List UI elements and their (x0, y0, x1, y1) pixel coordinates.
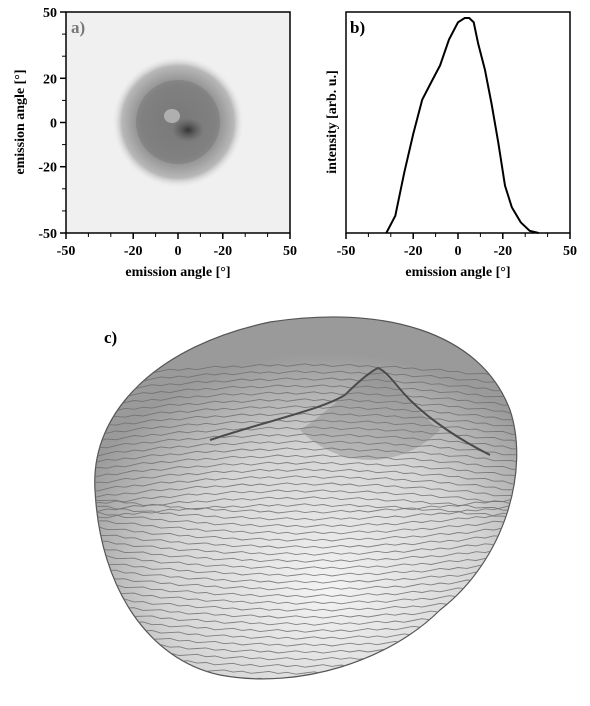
heatmap-x-tick-label: 50 (283, 244, 297, 259)
line-series-intensity (385, 17, 539, 234)
heatmap-y-tick-label: -50 (38, 227, 57, 242)
surface-contour-line (94, 398, 517, 415)
surface-contour-line (94, 419, 517, 438)
surface-contour-line (94, 671, 517, 679)
surface-contour-line (94, 552, 517, 583)
surface-contour-line (94, 412, 517, 430)
surface-contour-line (94, 587, 517, 618)
surface-contour-line (94, 677, 517, 679)
surface-contour-line (94, 572, 517, 604)
surface-contour-line (94, 461, 517, 479)
panel-label-b: b) (350, 18, 365, 37)
surface-contour-line (94, 391, 517, 409)
surface-contour-line (94, 523, 517, 555)
surface-contour-line (94, 447, 517, 465)
surface-peak-shade (300, 368, 440, 460)
surface-contour-line (94, 537, 517, 569)
surface-contour-line (94, 405, 517, 424)
heatmap-x-axis-title: emission angle [°] (125, 265, 230, 280)
line-chart-x-tick-label: -20 (493, 244, 512, 259)
line-chart-x-axis-title: emission angle [°] (405, 265, 510, 280)
heatmap-x-tick-label: -20 (124, 244, 143, 259)
heatmap-x-ticks: -50 -20 0 -20 50 (57, 233, 297, 259)
line-chart-x-tick-label: -50 (337, 244, 356, 259)
heatmap-y-ticks: 50 20 0 -20 -50 (38, 6, 66, 242)
line-chart-x-ticks: -50 -20 0 -20 50 (337, 233, 577, 259)
surface-contour-line (94, 496, 517, 527)
surface-contour-line (94, 377, 517, 395)
surface-contour-line (94, 546, 517, 576)
heatmap-y-tick-label: -20 (38, 161, 57, 176)
heatmap-x-tick-label: -50 (57, 244, 76, 259)
surface-peak-ridge (209, 366, 491, 456)
heatmap-x-tick-label: -20 (213, 244, 232, 259)
panel-c-surface-plot: c) (94, 316, 518, 680)
surface-contour-line (94, 566, 517, 597)
surface-contour-line (94, 468, 517, 485)
line-chart-x-tick-label: -20 (404, 244, 423, 259)
surface-contour-line (94, 511, 517, 541)
heatmap-y-tick-label: 20 (43, 72, 57, 87)
surface-contour-line (94, 581, 517, 611)
panel-label-a: a) (71, 18, 85, 37)
surface-contour-line (94, 531, 517, 562)
heatmap-y-axis-title: emission angle [°] (13, 69, 28, 174)
line-chart-frame (345, 11, 571, 234)
heatmap-dark-spot (172, 118, 204, 142)
panel-b-line-chart: -50 -20 0 -20 50 b) emission angle [°] inten… (325, 11, 577, 280)
surface-contour-line (94, 558, 517, 590)
panel-label-c: c) (104, 328, 117, 347)
surface-contour-line (94, 384, 517, 403)
line-chart-x-tick-label: 0 (455, 244, 462, 259)
surface-contour-line (94, 433, 517, 450)
heatmap-y-tick-label: 50 (43, 6, 57, 21)
surface-contour-line (94, 489, 517, 508)
surface-contour-line (94, 502, 517, 534)
surface-contour-line (94, 475, 517, 494)
line-chart-y-axis-title: intensity [arb. u.] (325, 70, 340, 173)
surface-contour-line (94, 370, 517, 389)
surface-contour-line (94, 482, 517, 500)
heatmap-y-tick-label: 0 (50, 117, 57, 132)
panel-a-heatmap: -50 -20 0 -20 50 50 20 0 -20 -50 a) emission ang… (13, 6, 297, 280)
surface-contour-line (94, 517, 517, 548)
heatmap-x-tick-label: 0 (175, 244, 182, 259)
surface-contour-line (94, 440, 517, 459)
heatmap-bright-spot (164, 109, 180, 123)
line-chart-x-tick-label: 50 (563, 244, 577, 259)
surface-contour-line (94, 454, 517, 473)
surface-contour-line (94, 503, 517, 520)
